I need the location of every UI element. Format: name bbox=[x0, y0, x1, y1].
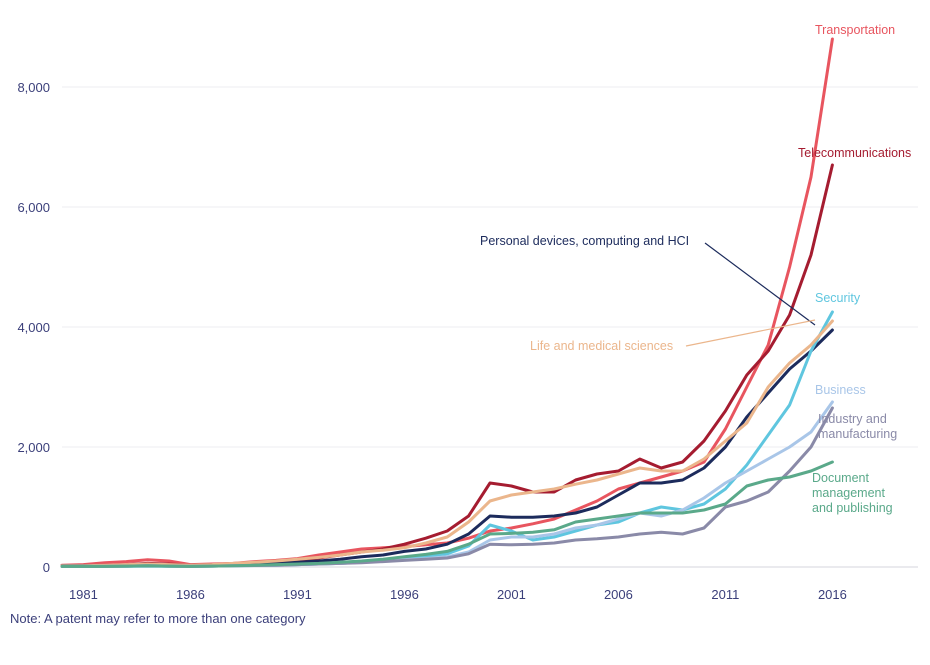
x-axis-ticks: 1981 1986 1991 1996 2001 2006 2011 2016 bbox=[69, 587, 847, 602]
x-tick-label: 1981 bbox=[69, 587, 98, 602]
y-tick-label: 4,000 bbox=[17, 320, 50, 335]
label-leader-line bbox=[704, 242, 816, 326]
grid-lines bbox=[62, 86, 918, 568]
x-tick-label: 1991 bbox=[283, 587, 312, 602]
series-label: Industry and bbox=[818, 412, 887, 426]
x-tick-label: 1996 bbox=[390, 587, 419, 602]
series-label: Transportation bbox=[815, 23, 895, 37]
series-label: Personal devices, computing and HCI bbox=[480, 234, 689, 248]
y-axis-ticks: 0 2,000 4,000 6,000 8,000 bbox=[17, 80, 50, 575]
series-line-0 bbox=[60, 37, 834, 567]
series-label: manufacturing bbox=[818, 427, 897, 441]
series-label: management bbox=[812, 486, 885, 500]
x-tick-label: 1986 bbox=[176, 587, 205, 602]
series-label: Life and medical sciences bbox=[530, 339, 673, 353]
y-tick-label: 2,000 bbox=[17, 440, 50, 455]
y-tick-label: 0 bbox=[43, 560, 50, 575]
series-label: Document bbox=[812, 471, 869, 485]
x-tick-label: 2006 bbox=[604, 587, 633, 602]
series-label: Telecommunications bbox=[798, 146, 911, 160]
series-label: Security bbox=[815, 291, 861, 305]
chart-note: Note: A patent may refer to more than on… bbox=[10, 611, 306, 626]
series-line-3 bbox=[60, 310, 834, 568]
series-labels: Transportation Telecommunications Personal… bbox=[480, 23, 911, 515]
x-tick-label: 2011 bbox=[711, 587, 739, 602]
series-lines bbox=[60, 37, 834, 568]
series-label: Business bbox=[815, 383, 866, 397]
series-label: and publishing bbox=[812, 501, 893, 515]
label-leader-line bbox=[685, 319, 816, 347]
y-tick-label: 6,000 bbox=[17, 200, 50, 215]
y-tick-label: 8,000 bbox=[17, 80, 50, 95]
x-tick-label: 2016 bbox=[818, 587, 847, 602]
x-tick-label: 2001 bbox=[497, 587, 526, 602]
series-line-7 bbox=[60, 460, 834, 568]
